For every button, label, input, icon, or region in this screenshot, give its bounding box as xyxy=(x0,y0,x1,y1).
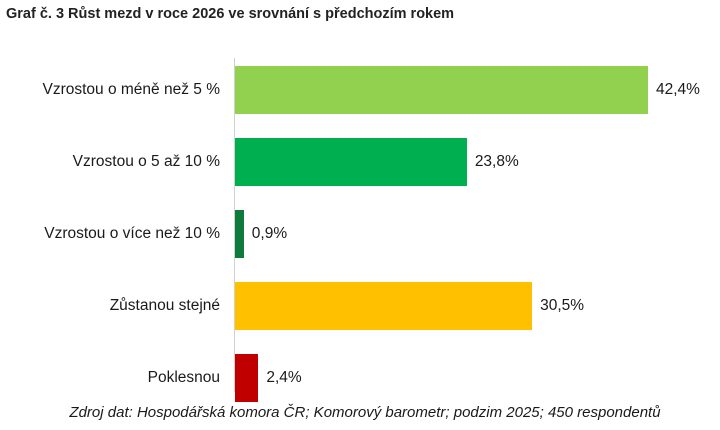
category-label: Vzrostou o více než 10 % xyxy=(44,225,220,242)
value-label: 42,4% xyxy=(656,81,700,98)
category-label: Poklesnou xyxy=(147,369,220,386)
value-label: 30,5% xyxy=(540,297,585,314)
chart-title: Graf č. 3 Růst mezd v roce 2026 ve srovn… xyxy=(6,6,455,22)
category-label: Vzrostou o 5 až 10 % xyxy=(72,153,220,170)
bar-row: Poklesnou 2,4% xyxy=(0,354,720,402)
category-axis-line xyxy=(234,58,235,392)
source-note: Zdroj dat: Hospodářská komora ČR; Komoro… xyxy=(69,404,661,421)
bar-row: Vzrostou o více než 10 % 0,9% xyxy=(0,210,720,258)
bar xyxy=(235,282,533,330)
bar-row: Vzrostou o 5 až 10 % 23,8% xyxy=(0,138,720,186)
value-label: 0,9% xyxy=(251,225,288,242)
bar xyxy=(235,66,648,114)
bar-row: Vzrostou o méně než 5 % 42,4% xyxy=(0,66,720,114)
value-label: 2,4% xyxy=(266,369,302,386)
category-label: Zůstanou stejné xyxy=(109,297,220,314)
bar-row: Zůstanou stejné 30,5% xyxy=(0,282,720,330)
category-label: Vzrostou o méně než 5 % xyxy=(42,81,221,98)
value-label: 23,8% xyxy=(474,153,519,170)
bar xyxy=(235,138,467,186)
bar xyxy=(235,210,244,258)
bar xyxy=(235,354,259,402)
